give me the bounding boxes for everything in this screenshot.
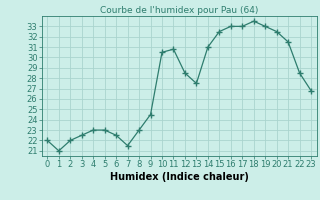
Title: Courbe de l'humidex pour Pau (64): Courbe de l'humidex pour Pau (64) — [100, 6, 258, 15]
X-axis label: Humidex (Indice chaleur): Humidex (Indice chaleur) — [110, 172, 249, 182]
